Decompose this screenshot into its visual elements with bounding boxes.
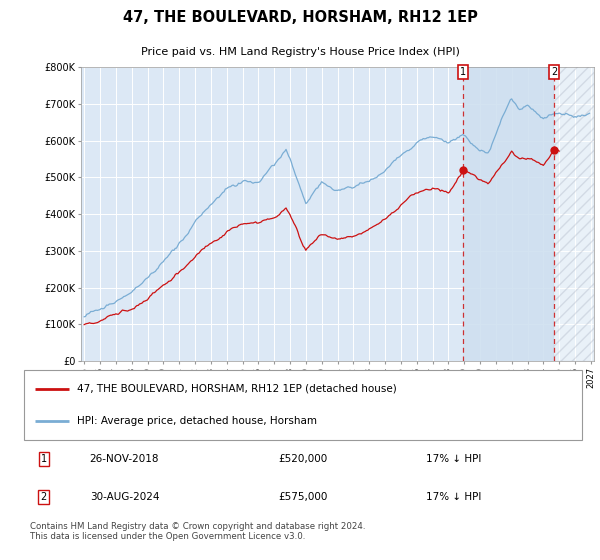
Text: £575,000: £575,000 [278,492,328,502]
Text: £520,000: £520,000 [278,454,328,464]
Text: 2: 2 [551,67,557,77]
Text: 47, THE BOULEVARD, HORSHAM, RH12 1EP (detached house): 47, THE BOULEVARD, HORSHAM, RH12 1EP (de… [77,384,397,394]
Text: 17% ↓ HPI: 17% ↓ HPI [426,492,481,502]
Text: 26-NOV-2018: 26-NOV-2018 [89,454,159,464]
Text: HPI: Average price, detached house, Horsham: HPI: Average price, detached house, Hors… [77,416,317,426]
Text: 47, THE BOULEVARD, HORSHAM, RH12 1EP: 47, THE BOULEVARD, HORSHAM, RH12 1EP [122,10,478,25]
Text: 2: 2 [40,492,47,502]
Text: 1: 1 [460,67,466,77]
Bar [554,67,594,361]
Text: Contains HM Land Registry data © Crown copyright and database right 2024.
This d: Contains HM Land Registry data © Crown c… [29,522,365,541]
Text: 17% ↓ HPI: 17% ↓ HPI [426,454,481,464]
Text: Price paid vs. HM Land Registry's House Price Index (HPI): Price paid vs. HM Land Registry's House … [140,47,460,57]
Text: 30-AUG-2024: 30-AUG-2024 [89,492,159,502]
Bar [463,67,554,361]
Text: 1: 1 [40,454,47,464]
FancyBboxPatch shape [24,370,582,440]
